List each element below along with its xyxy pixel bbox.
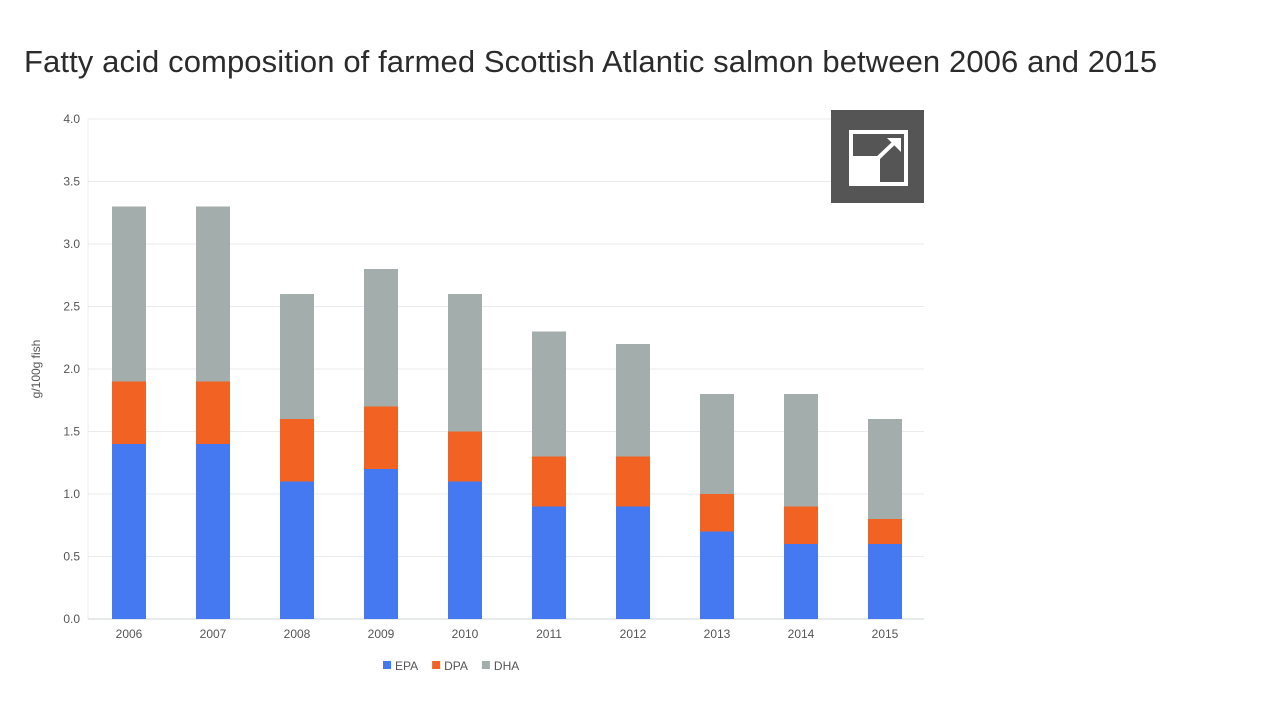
bar-dha-2012[interactable] [616,344,650,457]
y-axis-label: g/100g fish [29,340,43,399]
bar-epa-2007[interactable] [196,444,230,619]
bar-dpa-2015[interactable] [868,519,902,544]
x-tick-label: 2015 [872,627,899,641]
legend-swatch-epa[interactable] [383,661,391,669]
bar-dha-2008[interactable] [280,294,314,419]
bar-epa-2015[interactable] [868,544,902,619]
x-tick-label: 2006 [116,627,143,641]
bar-epa-2014[interactable] [784,544,818,619]
y-tick-label: 1.0 [63,487,80,501]
y-tick-label: 1.5 [63,425,80,439]
expand-button[interactable] [831,110,924,203]
bar-epa-2010[interactable] [448,481,482,620]
bar-dha-2010[interactable] [448,294,482,432]
bar-dpa-2006[interactable] [112,381,146,445]
bar-epa-2012[interactable] [616,506,650,620]
axes: 0.0 0.5 1.0 1.5 2.0 2.5 3.0 3.5 4.0 g/100g fish 20… [29,112,899,641]
bar-dha-2015[interactable] [868,419,902,519]
bar-dpa-2012[interactable] [616,456,650,507]
y-tick-label: 3.0 [63,237,80,251]
bar-dpa-2007[interactable] [196,381,230,445]
expand-icon [849,130,908,186]
x-tick-label: 2009 [368,627,395,641]
legend-swatch-dha[interactable] [481,661,490,669]
y-tick-label: 2.5 [63,300,80,314]
bar-epa-2011[interactable] [532,506,566,620]
y-tick-label: 4.0 [63,112,80,126]
bar-dha-2013[interactable] [700,394,734,494]
bar-dpa-2008[interactable] [280,419,314,482]
x-tick-label: 2012 [620,627,647,641]
bar-dpa-2009[interactable] [364,406,398,470]
legend-swatch-dpa[interactable] [432,661,441,669]
bar-epa-2009[interactable] [364,469,398,619]
bar-epa-2006[interactable] [112,444,146,619]
bar-dha-2014[interactable] [784,394,818,507]
x-tick-label: 2013 [704,627,731,641]
x-tick-label: 2008 [284,627,311,641]
legend-label-epa[interactable]: EPA [395,659,418,673]
bar-dpa-2013[interactable] [700,494,734,532]
bars [112,206,902,620]
bar-dha-2011[interactable] [532,331,566,457]
x-tick-label: 2014 [788,627,815,641]
bar-dpa-2014[interactable] [784,506,818,545]
y-tick-label: 2.0 [63,362,80,376]
bar-epa-2008[interactable] [280,481,314,620]
chart-title: Fatty acid composition of farmed Scottis… [24,44,1158,79]
x-tick-label: 2010 [452,627,479,641]
bar-epa-2013[interactable] [700,531,734,620]
x-tick-label: 2011 [536,627,562,641]
legend-label-dha[interactable]: DHA [494,659,519,673]
bar-dpa-2011[interactable] [532,456,566,507]
y-tick-label: 0.0 [63,612,80,626]
bar-dpa-2010[interactable] [448,431,482,482]
y-tick-label: 0.5 [63,550,80,564]
legend[interactable]: EPA DPA DHA [383,659,519,673]
bar-dha-2009[interactable] [364,269,398,407]
y-tick-label: 3.5 [63,175,80,189]
legend-label-dpa[interactable]: DPA [444,659,468,673]
bar-dha-2007[interactable] [196,206,230,382]
bar-dha-2006[interactable] [112,206,146,382]
x-tick-label: 2007 [200,627,227,641]
